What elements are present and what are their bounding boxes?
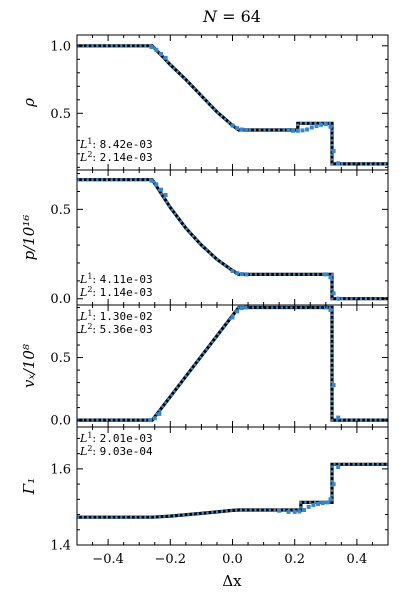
numerical-point: [331, 482, 336, 487]
numerical-point: [163, 193, 168, 197]
numerical-point: [336, 296, 341, 301]
numerical-point: [148, 418, 153, 423]
x-axis-ticks: −0.4 −0.2 0.0 0.2 0.4: [92, 552, 367, 567]
numerical-point: [297, 509, 302, 514]
numerical-point: [230, 123, 235, 128]
numerical-point: [163, 55, 168, 60]
error-annotation: L2: 1.14e-03: [79, 285, 153, 299]
numerical-point: [300, 128, 305, 133]
numerical-point: [323, 272, 328, 277]
numerical-point: [152, 416, 157, 421]
numerical-point: [302, 508, 306, 512]
numerical-point: [331, 383, 336, 388]
x-axis-label: Δx: [222, 572, 242, 590]
numerical-point: [277, 508, 282, 513]
x-tick-label: 0.4: [347, 552, 368, 567]
numerical-point: [244, 128, 249, 132]
error-annotation: L2: 2.14e-03: [79, 150, 153, 164]
y-tick-label: 1.4: [50, 539, 71, 554]
numerical-point: [159, 187, 163, 192]
y-axis-label: ρ: [20, 98, 38, 108]
x-tick-label: −0.4: [92, 552, 124, 567]
numerical-point: [235, 309, 240, 314]
numerical-point: [319, 122, 324, 127]
numerical-point: [328, 275, 333, 280]
numerical-point: [235, 126, 240, 131]
error-annotation: L1: 4.11e-03: [79, 272, 153, 286]
y-tick-label: 1.6: [50, 462, 71, 477]
numerical-point: [305, 127, 310, 132]
numerical-point: [328, 124, 333, 129]
numerical-point: [328, 497, 333, 502]
y-axis-label: vₓ/10⁸: [20, 344, 38, 388]
x-tick-label: 0.2: [284, 552, 305, 567]
numerical-point: [286, 509, 291, 514]
y-tick-label: 0.0: [50, 292, 71, 307]
numerical-point: [331, 149, 336, 154]
numerical-point: [295, 128, 300, 133]
numerical-point: [239, 306, 244, 311]
numerical-point: [309, 125, 314, 130]
y-axis-label: p/10¹⁶: [20, 215, 38, 261]
numerical-overlay: [77, 178, 388, 301]
numerical-point: [320, 501, 325, 506]
numerical-point: [159, 51, 163, 56]
y-axis-label: Γ₁: [20, 478, 38, 495]
exact-solution-line: [77, 462, 388, 519]
numerical-point: [154, 47, 159, 52]
y-tick-label: 0.5: [50, 203, 71, 218]
numerical-point: [149, 178, 154, 183]
numerical-point: [230, 269, 235, 273]
numerical-point: [149, 45, 154, 50]
numerical-point: [325, 500, 330, 505]
error-annotation: L1: 8.42e-03: [79, 137, 153, 151]
x-tick-label: 0.0: [222, 552, 243, 567]
numerical-point: [230, 315, 235, 320]
x-tick-label: −0.2: [155, 552, 187, 567]
numerical-point: [323, 122, 328, 127]
numerical-point: [154, 182, 159, 187]
numerical-point: [316, 501, 320, 506]
numerical-point: [235, 271, 240, 276]
numerical-point: [306, 504, 311, 509]
numerical-point: [244, 272, 249, 277]
error-annotation: L1: 2.01e-03: [79, 431, 153, 445]
numerical-point: [314, 124, 319, 129]
error-annotation: L2: 9.03e-04: [79, 444, 153, 458]
numerical-point: [336, 415, 341, 420]
numerical-point: [311, 503, 316, 507]
numerical-point: [286, 128, 291, 132]
numerical-overlay: [77, 306, 388, 422]
numerical-point: [157, 411, 162, 416]
numerical-point: [244, 305, 249, 310]
y-tick-label: 0.5: [50, 107, 71, 122]
numerical-overlay: [77, 462, 388, 519]
y-tick-label: 0.5: [50, 351, 71, 366]
error-annotation: L2: 5.36e-03: [79, 322, 153, 336]
y-tick-label: 0.0: [50, 414, 71, 429]
numerical-point: [239, 272, 244, 277]
numerical-point: [328, 308, 333, 312]
numerical-point: [291, 128, 296, 133]
figure-title: N = 64: [202, 7, 261, 26]
numerical-point: [336, 465, 341, 469]
error-annotation: L1: 1.30e-02: [79, 309, 153, 323]
numerical-point: [336, 161, 341, 166]
numerical-point: [239, 127, 244, 132]
numerical-point: [292, 509, 297, 514]
numerical-point: [331, 291, 336, 296]
y-tick-label: 1.0: [50, 39, 71, 54]
